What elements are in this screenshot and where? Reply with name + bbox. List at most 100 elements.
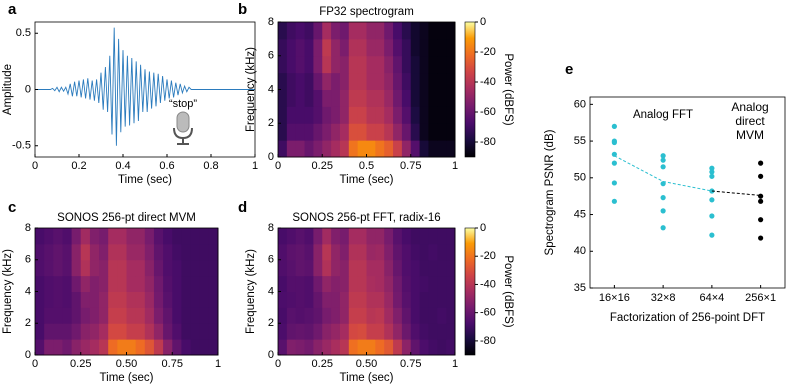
heatmap-cell	[199, 291, 210, 308]
y-tick-label: 8	[25, 222, 31, 234]
heatmap-cell	[419, 140, 429, 158]
heatmap-cell	[419, 243, 429, 261]
data-point	[758, 235, 764, 241]
y-axis-label: Spectrogram PSNR (dB)	[544, 129, 556, 255]
heatmap-cell	[384, 243, 394, 261]
heatmap-cell	[286, 228, 297, 245]
heatmap-cell	[357, 259, 367, 277]
heatmap-cell	[322, 89, 332, 107]
heatmap-cell	[331, 22, 341, 40]
x-tick-label: 0.25	[312, 358, 333, 370]
y-tick-label: 2	[268, 317, 274, 329]
heatmap-cell	[199, 259, 210, 277]
heatmap-cell	[419, 323, 429, 340]
heatmap-cell	[446, 228, 456, 245]
heatmap-cell	[410, 228, 421, 245]
heatmap-cell	[144, 339, 155, 356]
waveform	[35, 27, 255, 146]
heatmap-cell	[35, 323, 45, 340]
heatmap-cell	[393, 89, 403, 107]
heatmap-cell	[410, 140, 421, 158]
heatmap-cell	[384, 275, 394, 292]
heatmap-cell	[172, 291, 182, 308]
heatmap-cell	[286, 89, 297, 107]
heatmap-cell	[153, 275, 164, 292]
heatmap-cell	[357, 123, 367, 141]
x-tick-label: 0	[32, 358, 38, 370]
heatmap-cell	[393, 22, 403, 40]
heatmap-cell	[348, 22, 359, 40]
x-axis-label: Time (sec)	[118, 174, 172, 186]
heatmap-cell	[172, 339, 182, 356]
y-tick-label: 8	[268, 16, 274, 28]
heatmap-cell	[53, 275, 63, 292]
heatmap-cell	[375, 38, 385, 57]
heatmap-cell	[313, 140, 323, 158]
heatmap-cell	[419, 72, 429, 90]
heatmap-cell	[89, 291, 100, 308]
panel-letter: e	[565, 61, 573, 78]
heatmap-cell	[80, 259, 91, 277]
heatmap-cell	[278, 123, 288, 141]
microphone-icon	[173, 111, 193, 145]
heatmap-cell	[384, 140, 394, 158]
heatmap-cell	[366, 243, 376, 261]
x-tick-label: 0.5	[359, 160, 374, 172]
heatmap-cell	[348, 307, 359, 324]
data-point	[611, 160, 617, 166]
heatmap-cell	[89, 228, 100, 245]
x-tick-label: 0.25	[70, 358, 91, 370]
colorbar-tick-label: -20	[480, 250, 496, 262]
colorbar	[464, 21, 476, 158]
heatmap-cell	[135, 228, 146, 245]
heatmap-cell	[295, 243, 306, 261]
heatmap-cell	[35, 259, 45, 277]
heatmap-cell	[428, 275, 438, 292]
heatmap-cell	[331, 339, 341, 356]
heatmap-cell	[144, 243, 155, 261]
heatmap-cell	[410, 307, 421, 324]
heatmap-cell	[339, 259, 350, 277]
heatmap-cell	[410, 323, 421, 340]
heatmap-cell	[446, 55, 456, 74]
heatmap-cell	[401, 72, 412, 90]
colorbar	[464, 227, 476, 356]
heatmap-cell	[331, 243, 341, 261]
heatmap-cell	[278, 323, 288, 340]
data-point	[758, 160, 764, 166]
heatmap-cell	[437, 123, 447, 141]
heatmap-cell	[286, 140, 297, 158]
heatmap-cell	[410, 259, 421, 277]
y-axis-label: Frequency (kHz)	[245, 249, 257, 334]
heatmap-cell	[304, 123, 314, 141]
heatmap-cell	[304, 89, 314, 107]
heatmap-cell	[357, 323, 367, 340]
heatmap-cell	[446, 259, 456, 277]
heatmap-cell	[348, 123, 359, 141]
heatmap-cell	[295, 123, 306, 141]
heatmap-cell	[437, 55, 447, 74]
heatmap-cell	[401, 106, 412, 124]
heatmap-cell	[437, 22, 447, 40]
data-point	[709, 232, 715, 238]
y-tick-label: 8	[268, 222, 274, 234]
heatmap-cell	[313, 22, 323, 40]
heatmap-cell	[295, 38, 306, 57]
data-point	[758, 173, 764, 179]
data-point	[709, 165, 715, 171]
colorbar-tick-label: -80	[480, 335, 496, 347]
heatmap-cell	[135, 259, 146, 277]
heatmap-cell	[410, 291, 421, 308]
heatmap-cell	[304, 243, 314, 261]
heatmap-cell	[278, 228, 288, 245]
heatmap-cell	[80, 323, 91, 340]
heatmap-cell	[99, 243, 109, 261]
heatmap-cell	[322, 259, 332, 277]
x-tick-label: 1	[215, 358, 221, 370]
heatmap-cell	[126, 243, 137, 261]
heatmap-cell	[313, 123, 323, 141]
heatmap-cell	[44, 243, 54, 261]
heatmap-cell	[208, 291, 219, 308]
heatmap-cell	[208, 339, 219, 356]
heatmap-cell	[419, 22, 429, 40]
